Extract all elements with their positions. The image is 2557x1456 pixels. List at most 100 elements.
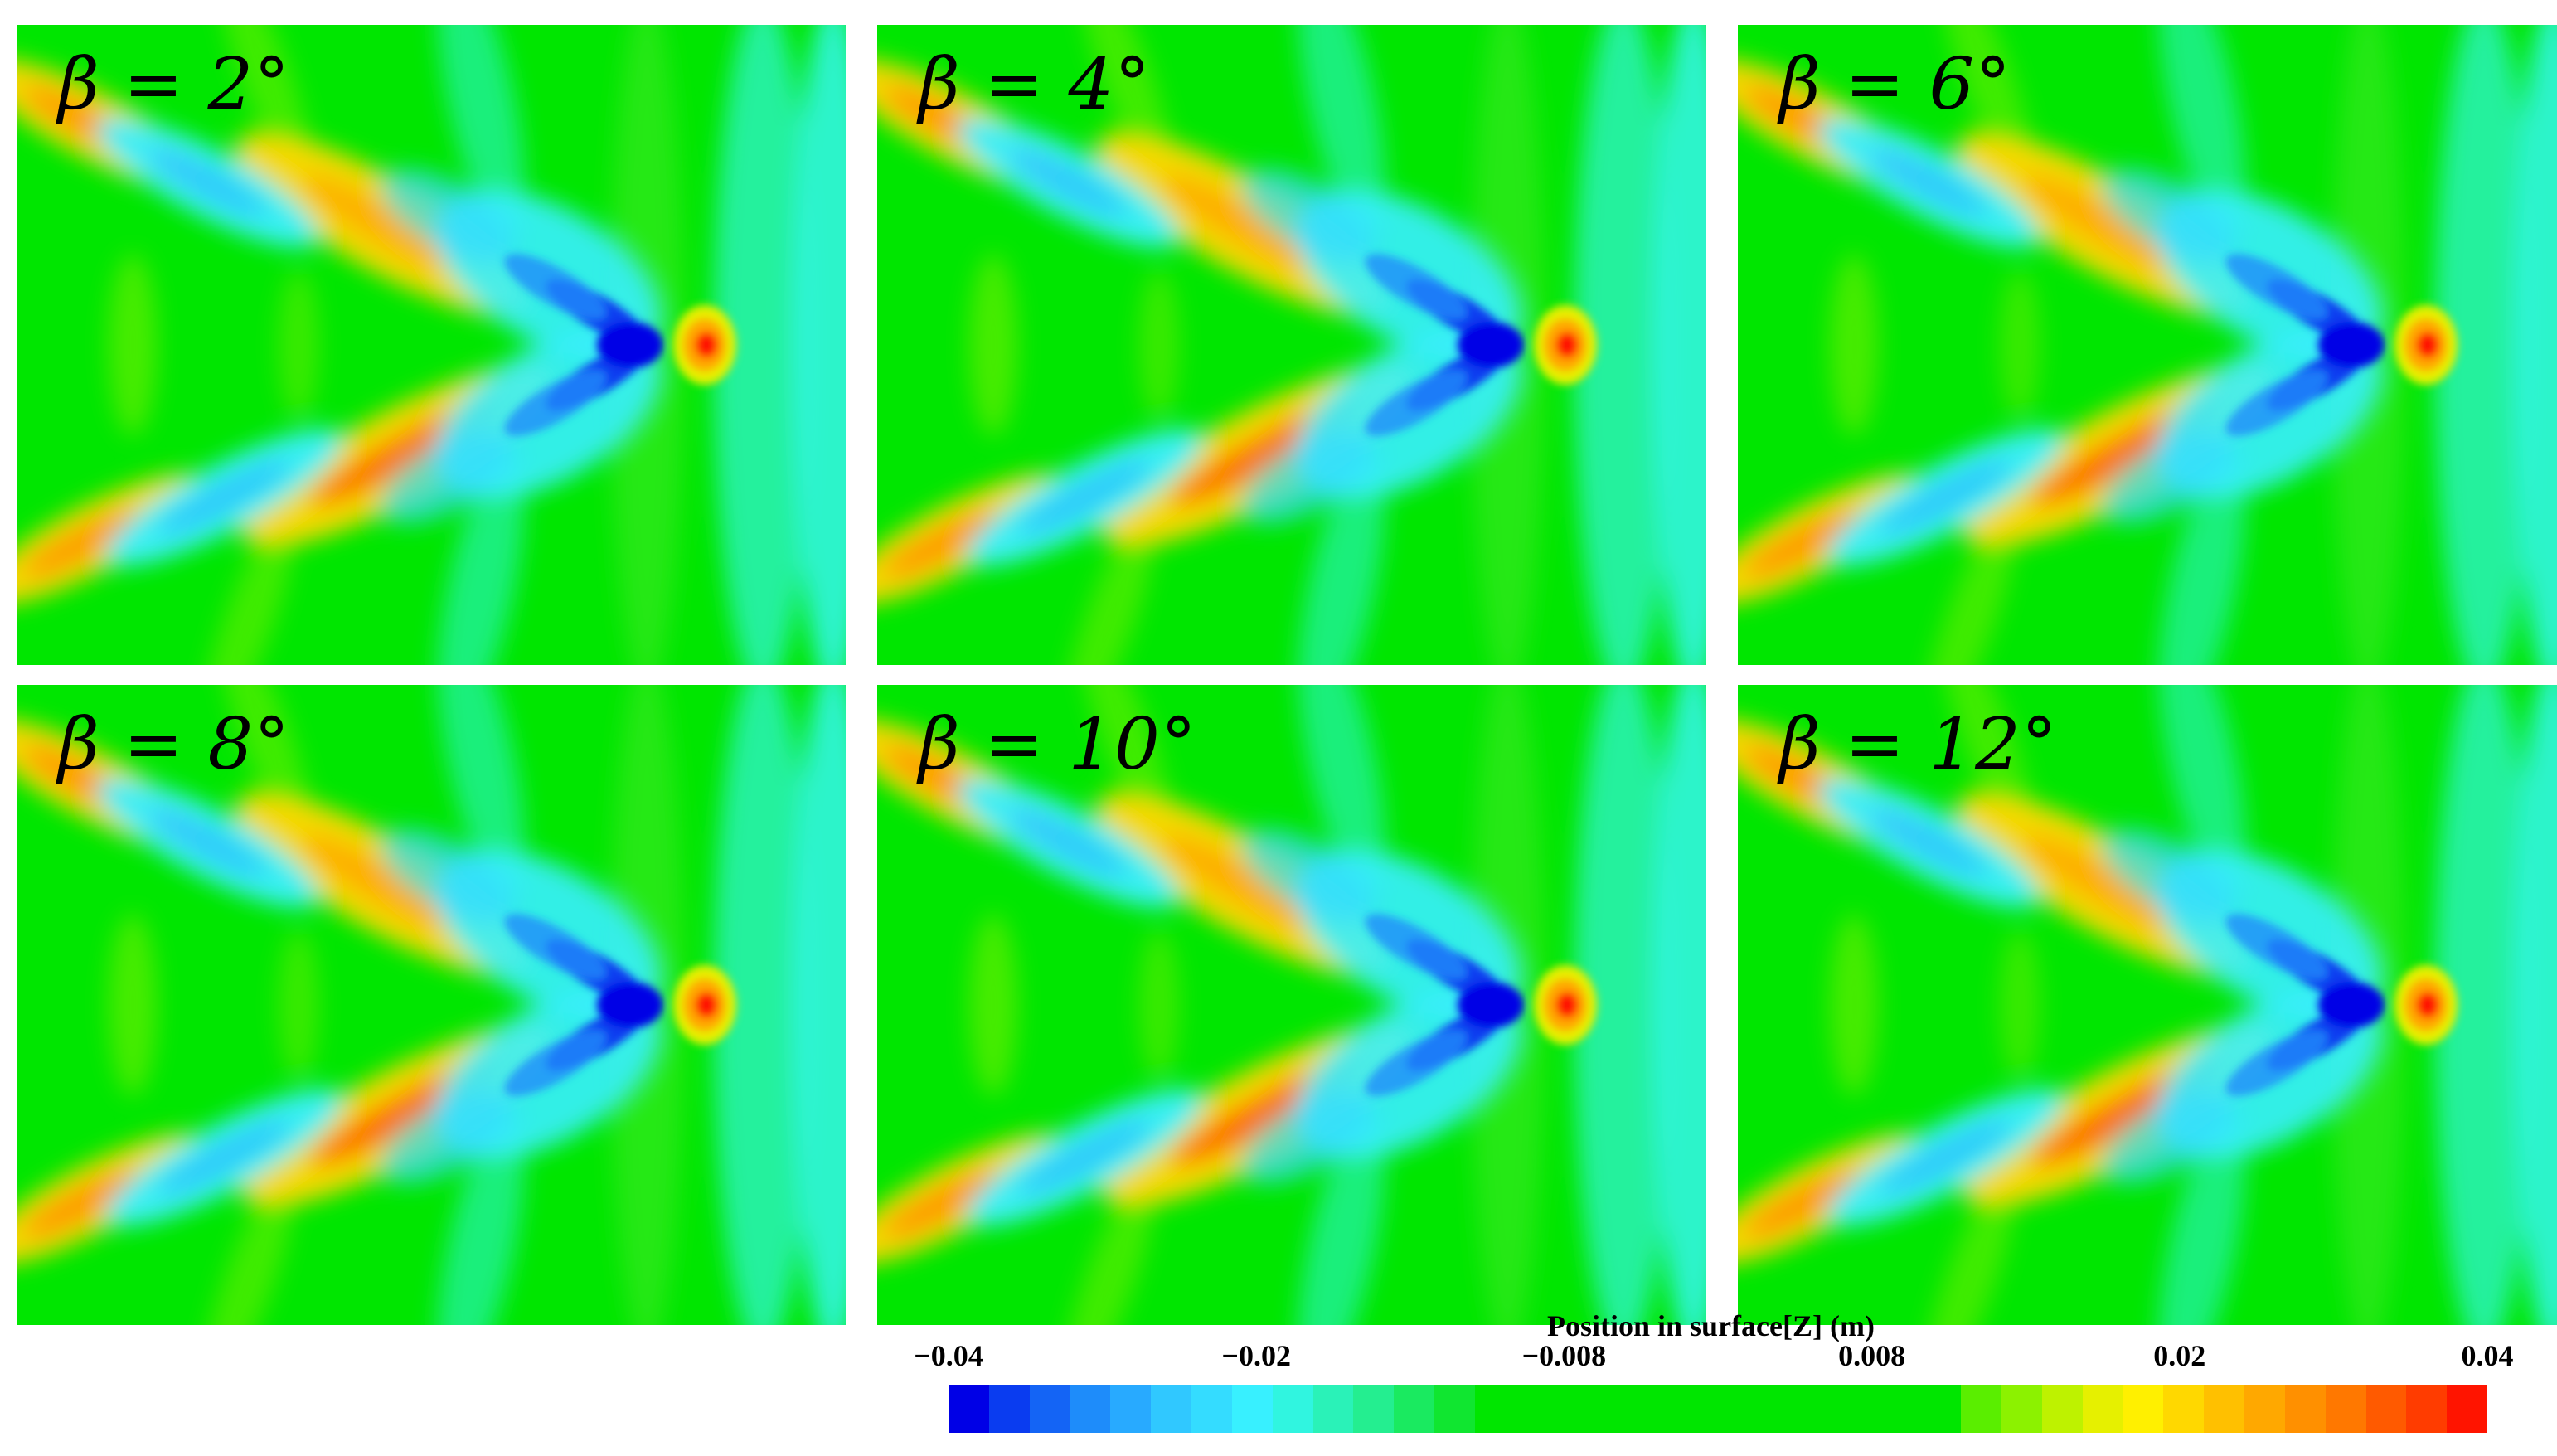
bow-trough-edge [2225,254,2328,320]
colorbar-segment [1596,1385,1638,1433]
bow-peak-core [2416,332,2439,358]
wave-pattern [877,25,1706,665]
panel-label: β = 8° [58,703,291,786]
contour-plot [877,685,1706,1325]
contour-panel: β = 4° [877,25,1706,665]
colorbar-segment [1151,1385,1192,1433]
wake-feature [968,914,1018,1096]
far-field-band [2434,685,2534,1325]
light-band [202,512,295,665]
bow-wave [2225,914,2458,1096]
contour-panel: β = 10° [877,685,1706,1325]
bow-peak-core [1555,992,1579,1018]
colorbar-segment [1272,1385,1313,1433]
bow-trough-edge [2225,1030,2328,1096]
colorbar-segment [1798,1385,1840,1433]
colorbar-tick-label: 0.008 [1838,1339,1906,1372]
wake-feature [1999,270,2040,420]
colorbar-segment [1191,1385,1232,1433]
wave-crest-core [1744,509,1864,577]
wave-trough [148,148,267,216]
bow-trough [1241,1090,1376,1184]
bow-trough [381,1090,515,1184]
colorbar-segment [1758,1385,1799,1433]
bow-wave [2225,254,2458,436]
colorbar-segment [1231,1385,1273,1433]
bow-trough-edge [2225,914,2328,980]
contour-plot [17,685,846,1325]
far-field-band [1652,685,1706,1325]
bow-trough [1241,168,1376,263]
bow-trough-edge [504,1030,607,1096]
wake-feature [1829,254,1879,436]
light-band [2158,685,2246,898]
bow-trough-core [2318,982,2385,1028]
colorbar-segment [2204,1385,2244,1433]
bow-trough-core [597,982,663,1028]
wave-trough [1018,1120,1151,1195]
contour-plot [1738,25,2557,665]
light-band [1063,1172,1156,1325]
far-field-band [1574,25,1673,665]
light-band [202,1172,295,1325]
bow-trough [2102,1090,2236,1184]
wave-crest-core [2023,835,2182,933]
wave-trough [1869,148,1988,216]
colorbar-segment [1312,1385,1354,1433]
wake-feature [1138,270,1180,420]
bow-trough [1241,828,1376,923]
colorbar-segment [1637,1385,1678,1433]
wave-trough [1008,808,1128,876]
wave-crest-core [23,1169,143,1237]
contour-plot [17,25,846,665]
panel-label: β = 2° [58,43,291,126]
colorbar-segment [2041,1385,2083,1433]
wave-trough [1879,460,2011,535]
panel-label: β = 10° [919,703,1197,786]
colorbar-title: Position in surface[Z] (m) [1547,1309,1875,1342]
bow-trough-edge [504,254,607,320]
contour-plot [877,25,1706,665]
light-band [437,685,525,898]
bow-trough [381,430,515,524]
bow-trough-edge [1365,370,1468,436]
colorbar-segment [1070,1385,1111,1433]
bow-trough-edge [1365,914,1468,980]
light-band [1298,25,1385,238]
far-field-band [2513,685,2557,1325]
colorbar-segment [2163,1385,2205,1433]
wave-trough [1869,808,1988,876]
wave-trough [158,460,290,535]
wave-crest-core [302,835,461,933]
contour-panel: β = 6° [1738,25,2557,665]
wake-feature [108,914,158,1096]
wake-feature [1829,914,1879,1096]
colorbar-tick-label: 0.02 [2153,1339,2206,1372]
colorbar-segment [2082,1385,2123,1433]
colorbar-segment [2001,1385,2042,1433]
wave-crest-core [1744,1169,1864,1237]
far-field-band [1652,25,1706,665]
colorbar [949,1385,2488,1433]
light-band [437,1110,525,1325]
colorbar-segment [1677,1385,1719,1433]
light-band [437,25,525,238]
colorbar-segment [2406,1385,2448,1433]
bow-trough [381,828,515,923]
colorbar-segment [2123,1385,2164,1433]
contour-panel: β = 8° [17,685,846,1325]
colorbar-segment [2244,1385,2285,1433]
bow-trough-core [2318,322,2385,368]
colorbar-segment [1880,1385,1921,1433]
light-band [2158,25,2246,238]
colorbar-segment [1394,1385,1435,1433]
light-band [2158,450,2246,665]
far-field-band [792,25,846,665]
bow-trough [2102,430,2236,524]
bow-trough-core [597,322,663,368]
light-band [1298,450,1385,665]
bow-trough-edge [1365,1030,1468,1096]
colorbar-segment [1110,1385,1152,1433]
light-band [1063,512,1156,665]
light-band [1924,512,2016,665]
